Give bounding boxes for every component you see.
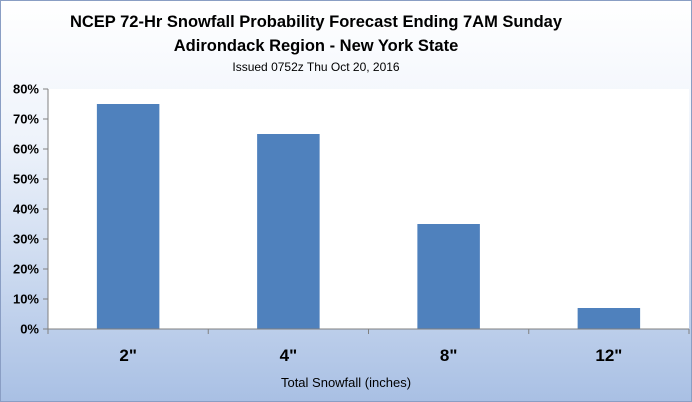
y-tick-label: 80% xyxy=(13,82,39,97)
x-tick-label: 2" xyxy=(119,346,137,365)
x-tick-label: 4" xyxy=(280,346,298,365)
y-tick-label: 70% xyxy=(13,112,39,127)
issued-timestamp: Issued 0752z Thu Oct 20, 2016 xyxy=(232,60,400,74)
y-axis-ticks: 0% 10% 20% 30% 40% 50% 60% 70% 80% xyxy=(13,82,48,337)
bar xyxy=(417,224,480,329)
bar xyxy=(577,308,641,329)
bar xyxy=(96,104,160,329)
chart-subtitle: Adirondack Region - New York State xyxy=(173,37,459,55)
y-tick-label: 20% xyxy=(13,262,39,277)
y-tick-label: 60% xyxy=(13,142,39,157)
x-axis-label: Total Snowfall (inches) xyxy=(281,375,411,390)
chart-title: NCEP 72-Hr Snowfall Probability Forecast… xyxy=(69,13,563,31)
y-tick-label: 50% xyxy=(13,172,39,187)
y-tick-label: 10% xyxy=(13,292,39,307)
x-tick-label: 12" xyxy=(595,346,622,365)
bars xyxy=(96,104,641,329)
y-tick-label: 30% xyxy=(13,232,39,247)
x-tick-label: 8" xyxy=(440,346,458,365)
x-axis-ticks: 2" 4" 8" 12" xyxy=(47,329,690,365)
y-tick-label: 40% xyxy=(13,202,39,217)
bar xyxy=(257,134,320,329)
y-tick-label: 0% xyxy=(20,322,39,337)
